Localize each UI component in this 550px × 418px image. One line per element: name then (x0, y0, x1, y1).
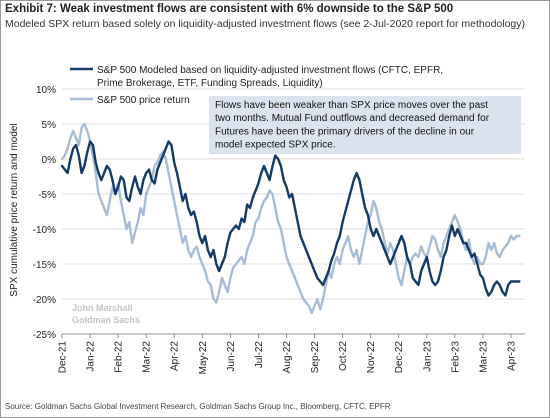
x-tick-label: Jun-22 (226, 341, 237, 372)
y-tick-label: -10% (33, 225, 56, 236)
series-line-model (60, 140, 521, 297)
y-tick-label: -20% (33, 295, 56, 306)
x-tick-label: Feb-23 (450, 341, 461, 373)
x-tick-label: Jan-22 (86, 341, 97, 372)
x-tick-label: May-22 (198, 341, 209, 375)
exhibit-title: Exhibit 7: Weak investment flows are con… (5, 3, 454, 15)
x-tick-label: Jan-23 (422, 341, 433, 372)
y-tick-label: -5% (38, 190, 56, 201)
x-tick-label: Sep-22 (310, 341, 321, 374)
legend-label-price: S&P 500 price return (97, 95, 190, 106)
y-tick-label: -15% (33, 260, 56, 271)
x-tick-label: Apr-23 (506, 341, 517, 371)
y-tick-label: 5% (42, 120, 57, 131)
x-tick-label: Mar-23 (478, 341, 489, 373)
series-line-price (60, 122, 521, 315)
x-tick-label: Jul-22 (254, 341, 265, 369)
x-tick-label: Dec-21 (58, 341, 69, 374)
y-tick-label: 10% (36, 85, 56, 96)
annotation-box: Flows have been weaker than SPX price mo… (209, 96, 521, 154)
x-tick-label: Apr-22 (170, 341, 181, 371)
annotation-line: Flows have been weaker than SPX price mo… (215, 100, 488, 111)
x-axis: Dec-21 Jan-22 Feb-22 Mar-22 Apr-22 May-22 Jun-… (58, 333, 525, 375)
source-note: Source: Goldman Sachs Global Investment … (5, 402, 391, 411)
y-axis-label: SPX cumulative price return and model (9, 123, 20, 296)
annotation-background (209, 96, 521, 154)
series-lines (60, 122, 521, 315)
y-tick-label: 0% (42, 155, 57, 166)
x-tick-label: Dec-22 (394, 341, 405, 374)
legend-label-model-line2: Prime Brokerage, ETF, Funding Spreads, L… (97, 78, 323, 89)
watermark: John Marshall Goldman Sachs (72, 303, 140, 325)
y-axis: 10% 5% 0% -5% -10% -15% -20% -25% (33, 85, 56, 341)
legend-label-model: S&P 500 Modeled based on liquidity-adjus… (97, 65, 443, 76)
y-tick-label: -25% (33, 330, 56, 341)
watermark-line2: Goldman Sachs (72, 315, 140, 325)
x-tick-label: Aug-22 (282, 341, 293, 374)
watermark-line1: John Marshall (72, 303, 133, 313)
x-tick-label: Nov-22 (366, 341, 377, 374)
x-tick-label: Oct-22 (338, 341, 349, 371)
annotation-line: model expected SPX price. (215, 140, 336, 151)
annotation-line: Futures have been the primary drivers of… (215, 126, 475, 137)
exhibit-subtitle: Modeled SPX return based solely on liqui… (5, 18, 526, 30)
legend: S&P 500 Modeled based on liquidity-adjus… (70, 65, 443, 106)
x-tick-label: Mar-22 (142, 341, 153, 373)
annotation-line: two months. Mutual Fund outflows and dec… (215, 113, 490, 124)
x-tick-label: Feb-22 (114, 341, 125, 373)
